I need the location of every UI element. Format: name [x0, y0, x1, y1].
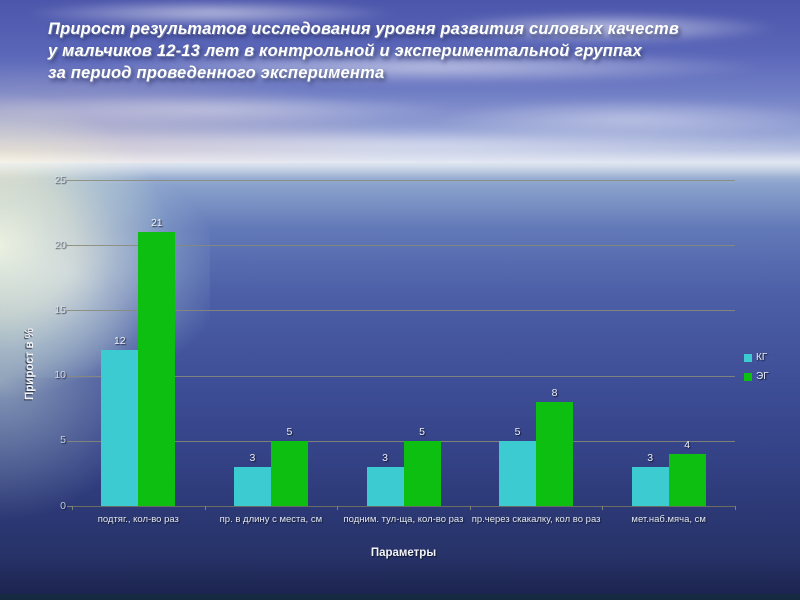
- bar-КГ: [101, 349, 139, 506]
- bar-КГ: [233, 466, 271, 506]
- bottom-shade: [0, 555, 800, 600]
- bar-КГ: [366, 466, 404, 506]
- legend-item: КГ: [744, 352, 769, 363]
- bar-value-label: 4: [684, 438, 691, 451]
- category-label: пр. в длину с места, см: [219, 514, 323, 525]
- y-tick-mark: [67, 506, 72, 507]
- x-tick-mark: [602, 506, 604, 510]
- cloud: [90, 50, 770, 84]
- slide-title: Прирост результатов исследования уровня …: [48, 18, 738, 84]
- gridline: [72, 310, 735, 312]
- bar-value-label: 5: [286, 425, 293, 438]
- legend-label: ЭГ: [756, 371, 769, 382]
- y-tick-label: 15: [54, 303, 66, 316]
- x-axis-title: Параметры: [370, 547, 437, 559]
- y-tick-mark: [67, 180, 72, 181]
- y-tick-mark: [67, 375, 72, 377]
- bottom-strip: [0, 594, 800, 600]
- bar-КГ: [499, 440, 537, 506]
- category-label: пр.через скакалку, кол во раз: [471, 514, 601, 525]
- y-axis-title: Прирост в %: [24, 328, 36, 400]
- gridline: [72, 180, 735, 181]
- category-label: подтяг., кол-во раз: [97, 514, 179, 525]
- x-tick-mark: [469, 506, 471, 510]
- cloud: [430, 98, 800, 140]
- category-label: мет.наб.мяча, см: [631, 514, 706, 525]
- y-tick-label: 5: [60, 434, 66, 447]
- x-tick-mark: [735, 506, 736, 510]
- bar-ЭГ: [536, 401, 574, 506]
- cloud: [20, 0, 400, 26]
- bar-value-label: 5: [514, 425, 521, 438]
- bar-value-label: 8: [551, 386, 558, 399]
- slide-title-line: за период проведенного эксперимента: [48, 64, 385, 82]
- bar-ЭГ: [270, 440, 308, 506]
- bar-value-label: 21: [150, 217, 163, 230]
- y-tick-mark: [67, 440, 72, 442]
- gridline: [72, 375, 735, 377]
- legend-swatch: [744, 372, 752, 381]
- legend-swatch: [744, 353, 752, 362]
- x-tick-mark: [337, 506, 339, 510]
- bar-value-label: 3: [249, 451, 256, 464]
- chart-legend: КГ ЭГ: [744, 352, 769, 390]
- bar-value-label: 12: [113, 334, 126, 347]
- slide-title-line: у мальчиков 12-13 лет в контрольной и эк…: [48, 42, 642, 60]
- gridline: [72, 245, 735, 247]
- x-tick-mark: [204, 506, 206, 510]
- bar-ЭГ: [668, 453, 706, 506]
- cloud: [430, 12, 780, 44]
- slide-title-line: Прирост результатов исследования уровня …: [48, 20, 680, 38]
- category-label: подним. тул-ща, кол-во раз: [343, 514, 464, 525]
- bar-value-label: 3: [647, 451, 654, 464]
- bar-value-label: 3: [382, 451, 388, 464]
- y-tick-label: 20: [54, 238, 66, 251]
- bar-КГ: [631, 466, 669, 506]
- y-tick-mark: [67, 310, 72, 312]
- bar-ЭГ: [138, 232, 176, 506]
- legend-label: КГ: [756, 352, 768, 363]
- bar-ЭГ: [403, 440, 441, 506]
- y-tick-label: 0: [60, 499, 66, 512]
- x-tick-mark: [72, 506, 73, 510]
- y-tick-label: 10: [54, 369, 66, 382]
- y-tick-mark: [67, 245, 72, 247]
- bar-value-label: 5: [419, 425, 425, 438]
- legend-item: ЭГ: [744, 371, 769, 382]
- x-axis-line: [72, 506, 735, 507]
- y-tick-label: 25: [54, 173, 66, 186]
